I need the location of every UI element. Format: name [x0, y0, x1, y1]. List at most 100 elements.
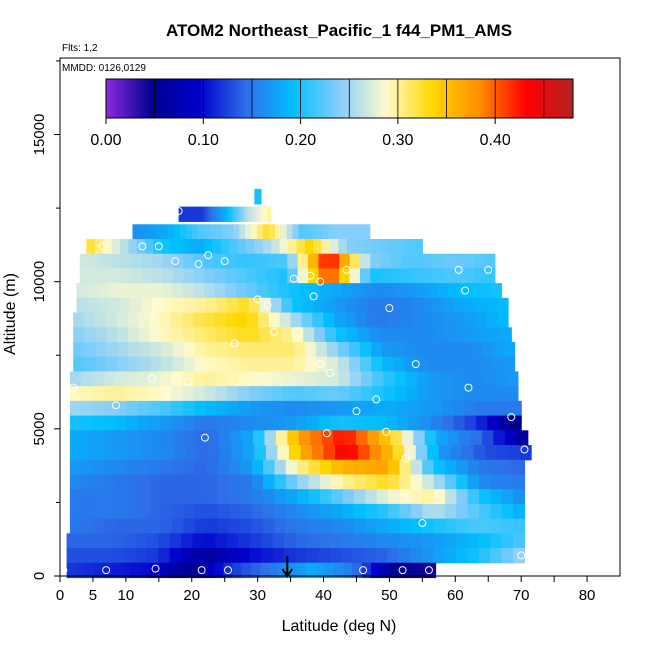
sample-point — [230, 339, 239, 348]
heatmap-cell — [390, 430, 403, 446]
heatmap-cell — [115, 430, 128, 446]
heatmap-cell — [114, 386, 127, 402]
heatmap-cell — [319, 474, 332, 490]
heatmap-cell — [161, 342, 174, 358]
heatmap-cell — [216, 342, 229, 358]
heatmap-cell — [249, 533, 262, 549]
heatmap-cell — [292, 297, 304, 314]
sample-point — [138, 242, 147, 251]
heatmap-cell — [126, 474, 139, 490]
heatmap-cell — [69, 371, 82, 387]
sample-point — [151, 564, 160, 573]
sample-point — [59, 566, 68, 575]
heatmap-cell — [389, 297, 401, 314]
heatmap-cell — [156, 224, 163, 240]
heatmap-cell — [399, 459, 412, 476]
heatmap-cell — [183, 268, 195, 284]
heatmap-cell — [92, 503, 105, 520]
heatmap-cell — [257, 312, 270, 328]
heatmap-cell — [354, 503, 366, 520]
heatmap-cell — [397, 239, 407, 255]
heatmap-cell — [479, 489, 491, 505]
heatmap-cell — [236, 312, 248, 328]
heatmap-cell — [240, 489, 253, 505]
heatmap-cell — [138, 430, 151, 446]
heatmap-cell — [470, 342, 483, 358]
heatmap-cell — [112, 533, 125, 549]
heatmap-cell — [160, 459, 173, 476]
heatmap-cell — [263, 459, 276, 476]
heatmap-cell — [203, 312, 216, 328]
heatmap-cell — [118, 283, 131, 299]
heatmap-cell — [380, 239, 390, 255]
heatmap-cell — [398, 562, 409, 579]
heatmap-cell — [160, 415, 173, 431]
heatmap-cell — [304, 342, 317, 358]
heatmap-cell — [100, 533, 113, 549]
heatmap-cell — [81, 489, 94, 505]
heatmap-cell — [204, 327, 217, 343]
heatmap-cell — [181, 312, 194, 328]
heatmap-cell — [278, 283, 290, 299]
heatmap-cell — [160, 503, 173, 520]
heatmap-cell — [217, 206, 221, 222]
heatmap-cell — [172, 503, 185, 520]
heatmap-cell — [295, 548, 308, 564]
sample-point — [401, 454, 410, 463]
heatmap-cell — [194, 342, 207, 358]
heatmap-cell — [308, 503, 321, 520]
x-tick-label: 70 — [513, 587, 530, 604]
heatmap-cell — [293, 371, 306, 387]
heatmap-cell — [183, 356, 196, 373]
heatmap-cell — [315, 562, 326, 579]
heatmap-cell — [144, 224, 151, 240]
heatmap-cell — [111, 239, 121, 255]
heatmap-cell — [92, 371, 105, 387]
heatmap-cell — [206, 474, 219, 490]
heatmap-cell — [81, 415, 94, 431]
heatmap-cell — [214, 283, 226, 299]
heatmap-cell — [285, 518, 298, 534]
heatmap-cell — [426, 342, 438, 358]
heatmap-cell — [181, 386, 194, 402]
heatmap-cell — [183, 253, 195, 270]
heatmap-cell — [380, 562, 391, 579]
heatmap-cell — [197, 224, 205, 240]
heatmap-cell — [85, 562, 95, 579]
heatmap-cell — [367, 297, 380, 314]
heatmap-cell — [238, 297, 250, 314]
heatmap-cell — [162, 297, 175, 314]
heatmap-cell — [94, 562, 105, 579]
heatmap-cell — [340, 400, 353, 417]
heatmap-cell — [513, 533, 526, 549]
heatmap-cell — [169, 548, 182, 564]
heatmap-cell — [509, 415, 522, 431]
heatmap-cell — [260, 356, 273, 373]
heatmap-cell — [303, 297, 315, 314]
heatmap-cell — [405, 371, 418, 387]
heatmap-cell — [204, 371, 217, 387]
heatmap-cell — [205, 356, 218, 373]
heatmap-cell — [241, 562, 252, 579]
heatmap-cell — [316, 386, 329, 402]
heatmap-cell — [398, 533, 411, 549]
heatmap-cell — [493, 430, 506, 446]
heatmap-cell — [316, 224, 323, 240]
heatmap-cell — [103, 415, 116, 431]
heatmap-cell — [301, 312, 313, 328]
heatmap-cell — [428, 371, 441, 387]
heatmap-cell — [364, 548, 377, 564]
heatmap-cell — [140, 562, 151, 579]
heatmap-cell — [371, 239, 381, 255]
heatmap-cell — [464, 297, 477, 314]
heatmap-cell — [249, 386, 261, 402]
heatmap-cell — [415, 356, 427, 373]
heatmap-cell — [292, 224, 300, 240]
heatmap-cell — [146, 548, 159, 564]
heatmap-cell — [138, 459, 151, 476]
heatmap-cell — [228, 459, 241, 476]
heatmap-cell — [263, 503, 276, 520]
heatmap-cell — [345, 224, 353, 240]
heatmap-cell — [288, 283, 301, 299]
heatmap-cell — [490, 474, 503, 490]
